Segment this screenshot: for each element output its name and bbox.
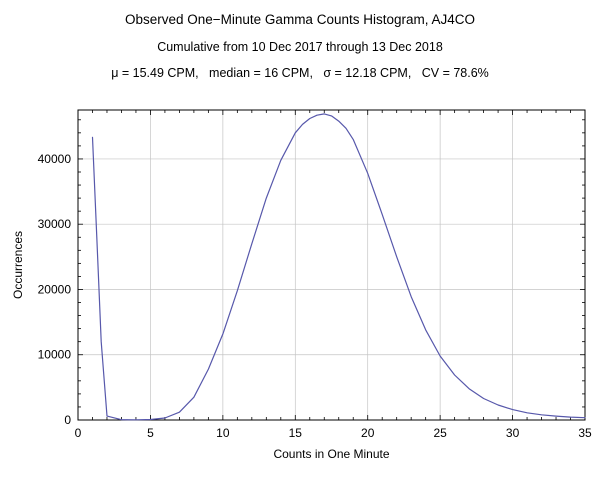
y-tick-label: 40000 <box>38 152 72 166</box>
y-axis-label: Occurrences <box>11 231 25 299</box>
x-tick-label: 30 <box>506 426 520 440</box>
plot-area: 0 5 10 15 20 25 30 35 0 10000 20000 30000 40000 Count… <box>11 109 592 461</box>
y-tick-label: 20000 <box>38 282 72 296</box>
x-axis-label: Counts in One Minute <box>273 447 389 461</box>
y-tick-label: 10000 <box>38 348 72 362</box>
x-tick-label: 5 <box>147 426 154 440</box>
chart-title: Observed One−Minute Gamma Counts Histogr… <box>124 12 476 27</box>
x-tick-label: 25 <box>433 426 447 440</box>
x-tick-label: 35 <box>578 426 592 440</box>
chart-subtitle: Cumulative from 10 Dec 2017 through 13 D… <box>157 40 443 54</box>
x-tick-label: 20 <box>361 426 375 440</box>
histogram-curve <box>91 113 586 421</box>
y-tick-label: 30000 <box>38 217 72 231</box>
x-tick-label: 10 <box>216 426 230 440</box>
x-tick-label: 15 <box>289 426 303 440</box>
y-tick-label: 0 <box>64 413 71 427</box>
plot-frame <box>77 109 586 421</box>
x-tick-label: 0 <box>75 426 82 440</box>
chart-stats-line: μ = 15.49 CPM, median = 16 CPM, σ = 12.1… <box>111 66 489 80</box>
